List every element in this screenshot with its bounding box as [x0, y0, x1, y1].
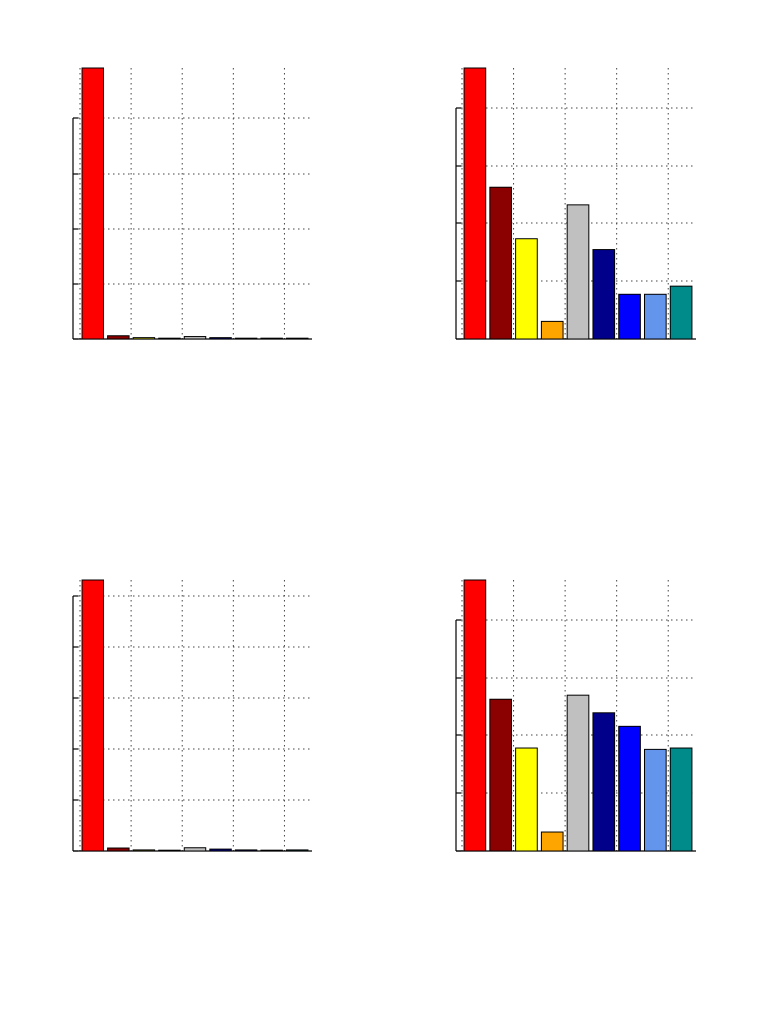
bar: [183, 847, 207, 852]
bar: [285, 849, 309, 852]
bar: [209, 848, 232, 852]
bar-chart-bottom-left: [72, 579, 312, 852]
bar: [81, 579, 105, 852]
bar: [540, 320, 564, 340]
bar: [489, 698, 512, 852]
bar: [260, 337, 283, 340]
bar: [515, 747, 538, 852]
bar: [566, 204, 590, 340]
grid: [73, 580, 312, 851]
bar: [209, 337, 232, 340]
bar: [234, 849, 258, 852]
bar: [234, 337, 258, 340]
bar: [463, 67, 487, 340]
bar: [158, 337, 181, 340]
bar: [463, 579, 487, 852]
bar: [618, 293, 641, 340]
bar: [489, 186, 512, 340]
bar-chart-bottom-right: [455, 579, 696, 852]
bar: [566, 694, 590, 852]
bar: [183, 336, 207, 340]
bar: [644, 293, 667, 340]
bar: [669, 747, 693, 852]
bar: [132, 337, 156, 340]
bar: [107, 335, 130, 340]
bar-chart-top-right: [455, 67, 696, 340]
bar: [158, 849, 181, 852]
bar: [132, 849, 156, 852]
bar: [592, 712, 616, 852]
bar: [515, 238, 538, 340]
bar: [260, 849, 283, 852]
bar: [669, 285, 693, 340]
bar: [540, 831, 564, 852]
grid: [73, 68, 312, 339]
bar: [644, 748, 667, 852]
bar: [81, 67, 105, 340]
bar: [592, 249, 616, 340]
bar: [285, 337, 309, 340]
bar-chart-top-left: [72, 67, 312, 340]
bar: [107, 847, 130, 852]
bar: [618, 725, 641, 852]
